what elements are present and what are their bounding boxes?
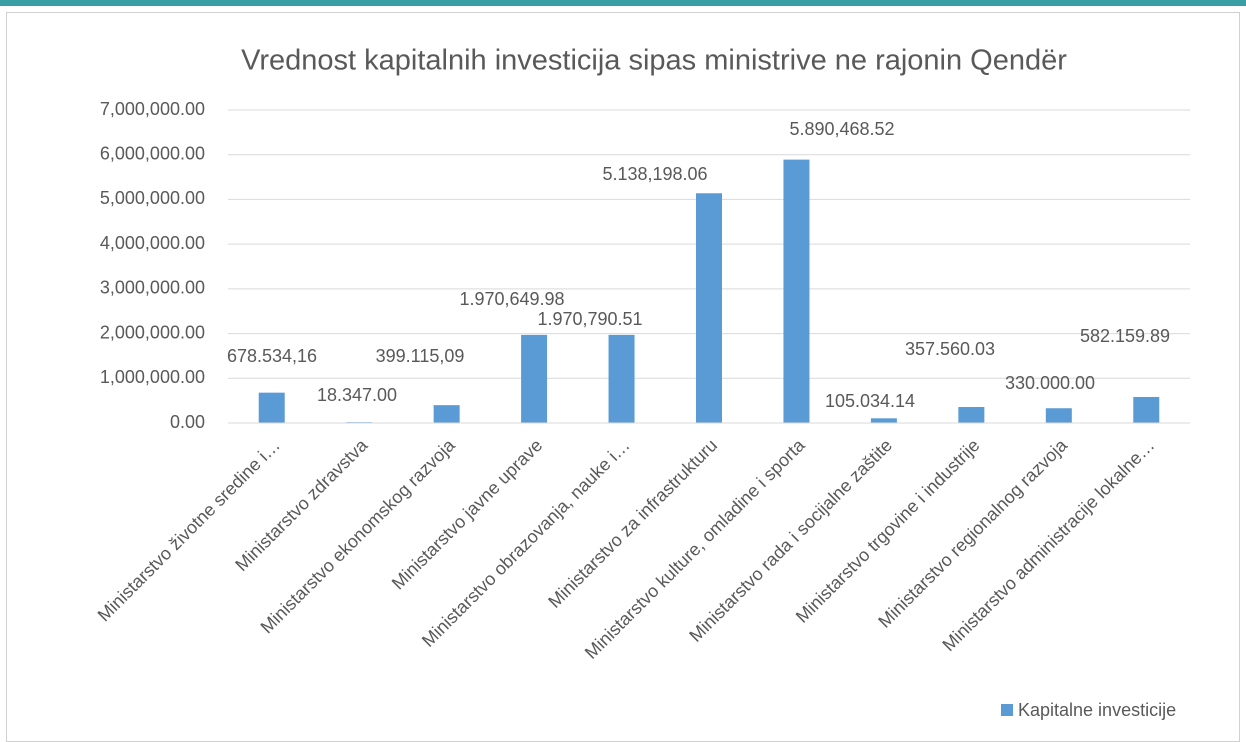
data-label: 399.115,09 [376,346,465,366]
data-label: 357.560.03 [905,339,995,359]
y-tick-label: 2,000,000.00 [100,322,205,342]
bar [696,193,722,423]
y-tick-label: 3,000,000.00 [100,278,205,298]
chart-title: Vrednost kapitalnih investicija sipas mi… [241,45,1067,77]
data-label: 1.970,790.51 [537,309,642,329]
data-label: 678.534,16 [227,346,317,366]
data-label: 330.000.00 [1005,373,1095,393]
y-tick-label: 5,000,000.00 [100,188,205,208]
bar [521,334,548,423]
y-tick-label: 6,000,000.00 [100,143,205,163]
data-label: 1.970,649.98 [459,289,564,309]
bar [870,418,897,423]
legend-label: Kapitalne investicije [1018,700,1176,720]
data-label: 5.890,468.52 [789,119,894,139]
data-label: 18.347.00 [317,385,397,405]
y-tick-label: 0.00 [170,412,205,432]
data-label: 105.034.14 [825,391,915,411]
bar [958,407,985,423]
y-tick-label: 7,000,000.00 [100,99,205,119]
bar [783,159,810,423]
y-tick-label: 1,000,000.00 [100,367,205,387]
legend-swatch [1001,704,1013,716]
bar [608,334,635,423]
y-tick-label: 4,000,000.00 [100,233,205,253]
bar [1045,408,1072,423]
bar [433,405,460,423]
data-label: 5.138,198.06 [602,164,707,184]
bar [258,392,285,423]
bar [1133,396,1160,423]
top-bar [0,0,1246,6]
data-label: 582.159.89 [1080,326,1170,346]
